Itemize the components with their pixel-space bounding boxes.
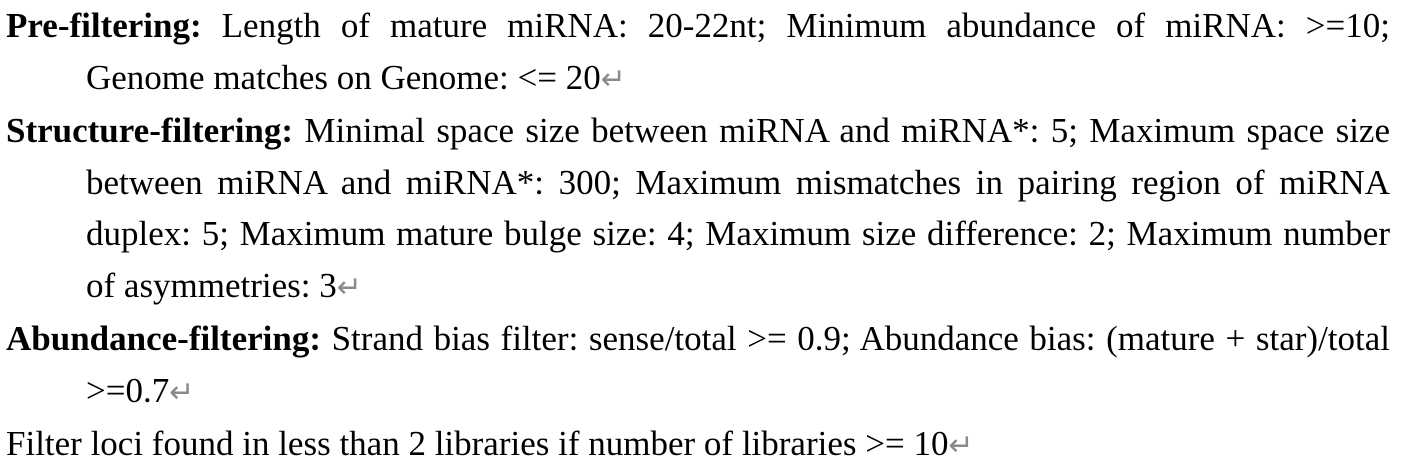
paragraph-mark-icon: ↵ <box>948 428 974 463</box>
library-filter-paragraph: Filter loci found in less than 2 librari… <box>6 418 1390 472</box>
paragraph-mark-icon: ↵ <box>169 374 195 410</box>
pre-filtering-text: Length of mature miRNA: 20-22nt; Minimum… <box>86 6 1390 97</box>
structure-filtering-text: Minimal space size between miRNA and miR… <box>86 111 1390 305</box>
abundance-filtering-text: Strand bias filter: sense/total >= 0.9; … <box>86 319 1390 410</box>
pre-filtering-label: Pre-filtering: <box>6 6 202 45</box>
paragraph-mark-icon: ↵ <box>336 269 362 305</box>
library-filter-text: Filter loci found in less than 2 librari… <box>6 424 949 463</box>
paragraph-mark-icon: ↵ <box>600 61 626 97</box>
document-body: Pre-filtering: Length of mature miRNA: 2… <box>6 0 1390 472</box>
abundance-filtering-paragraph: Abundance-filtering: Strand bias filter:… <box>6 313 1390 418</box>
pre-filtering-paragraph: Pre-filtering: Length of mature miRNA: 2… <box>6 0 1390 105</box>
structure-filtering-label: Structure-filtering: <box>6 111 294 150</box>
abundance-filtering-label: Abundance-filtering: <box>6 319 321 358</box>
structure-filtering-paragraph: Structure-filtering: Minimal space size … <box>6 105 1390 313</box>
